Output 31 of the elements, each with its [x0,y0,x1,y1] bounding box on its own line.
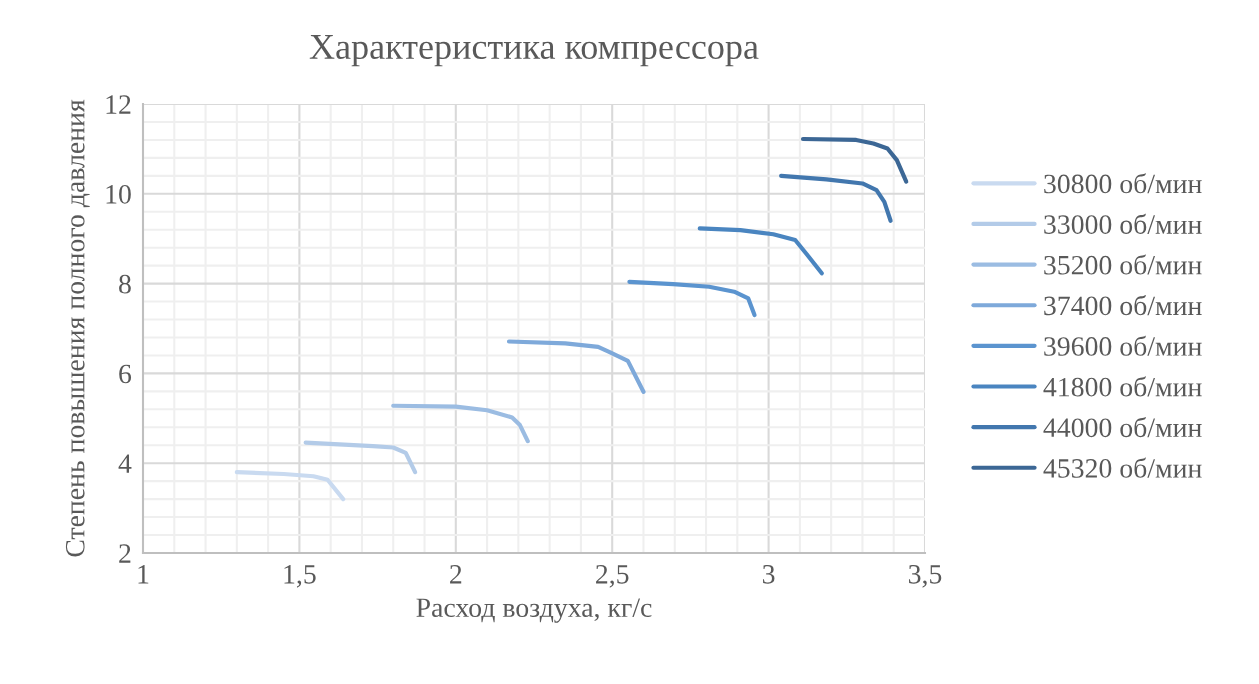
line-series [627,279,757,318]
legend-label: 45320 об/мин [1043,457,1202,478]
y-tick-label: 8 [119,274,131,294]
x-axis-title: Расход воздуха, кг/с [416,598,652,623]
line-series [800,136,909,184]
chart-title: Характеристика компрессора [309,35,759,67]
y-tick-label: 4 [118,454,132,473]
x-tick-label: 1,5 [284,565,316,588]
legend-label: 41800 об/мин [1043,376,1202,397]
y-axis-title: Степень повышения полного давления [65,99,90,557]
y-tick-label: 6 [119,364,132,384]
y-tick-label: 2 [119,544,131,563]
line-series [506,339,646,394]
legend-label: 30800 об/мин [1044,173,1202,194]
line-series [697,226,824,276]
line-series [303,440,418,475]
legend-label: 44000 об/мин [1043,416,1202,438]
legend-label: 39600 об/мин [1044,335,1202,356]
y-tick-label: 12 [106,95,131,114]
legend-label: 37400 об/мин [1044,295,1202,316]
legend-label: 35200 об/мин [1044,254,1202,275]
x-tick-label: 3 [762,564,775,584]
legend-label: 33000 об/мин [1044,213,1202,234]
line-series [779,173,893,223]
y-tick-label: 10 [106,184,131,204]
x-tick-label: 2 [450,564,462,584]
line-series [391,403,530,444]
line-series [234,470,346,502]
x-tick-label: 1 [138,565,149,584]
x-tick-label: 2,5 [596,564,629,588]
x-tick-label: 3,5 [908,564,942,588]
